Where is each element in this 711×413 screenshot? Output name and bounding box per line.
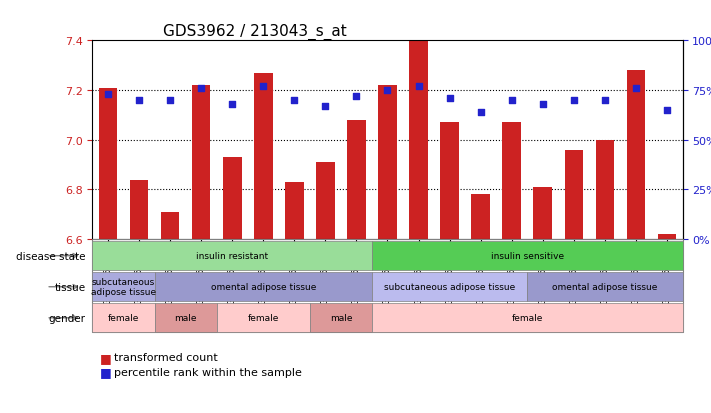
- Text: transformed count: transformed count: [114, 352, 218, 362]
- Point: [227, 102, 238, 108]
- Point: [413, 83, 424, 90]
- Point: [164, 97, 176, 104]
- Bar: [410, 39, 428, 240]
- Bar: [223, 158, 242, 240]
- Bar: [129, 180, 149, 240]
- Point: [537, 102, 548, 108]
- Text: omental adipose tissue: omental adipose tissue: [552, 282, 658, 292]
- Text: gender: gender: [48, 313, 85, 323]
- Text: tissue: tissue: [54, 282, 85, 292]
- Point: [351, 93, 362, 100]
- Text: insulin resistant: insulin resistant: [196, 252, 268, 261]
- Point: [382, 88, 393, 94]
- Bar: [254, 74, 272, 240]
- Bar: [533, 188, 552, 240]
- Point: [320, 103, 331, 110]
- Point: [630, 85, 641, 92]
- Bar: [626, 71, 646, 240]
- Bar: [658, 235, 676, 240]
- Point: [661, 107, 673, 114]
- Point: [599, 97, 611, 104]
- Text: disease state: disease state: [16, 251, 85, 261]
- Bar: [99, 88, 117, 240]
- Bar: [192, 86, 210, 240]
- Bar: [285, 183, 304, 240]
- Point: [102, 92, 114, 98]
- Point: [475, 109, 486, 116]
- Text: omental adipose tissue: omental adipose tissue: [210, 282, 316, 292]
- Text: female: female: [247, 313, 279, 323]
- Point: [134, 97, 145, 104]
- Bar: [596, 140, 614, 240]
- Text: female: female: [108, 313, 139, 323]
- Text: ■: ■: [100, 365, 112, 378]
- Bar: [503, 123, 521, 240]
- Text: GDS3962 / 213043_s_at: GDS3962 / 213043_s_at: [164, 24, 347, 40]
- Bar: [440, 123, 459, 240]
- Text: percentile rank within the sample: percentile rank within the sample: [114, 367, 301, 377]
- Text: female: female: [512, 313, 543, 323]
- Point: [257, 83, 269, 90]
- Text: male: male: [330, 313, 352, 323]
- Point: [444, 95, 455, 102]
- Point: [196, 85, 207, 92]
- Text: insulin sensitive: insulin sensitive: [491, 252, 564, 261]
- Point: [568, 97, 579, 104]
- Point: [506, 97, 518, 104]
- Bar: [347, 121, 365, 240]
- Text: subcutaneous adipose tissue: subcutaneous adipose tissue: [384, 282, 515, 292]
- Text: male: male: [174, 313, 197, 323]
- Bar: [316, 163, 335, 240]
- Bar: [565, 150, 583, 240]
- Text: ■: ■: [100, 351, 112, 364]
- Bar: [471, 195, 490, 240]
- Point: [289, 97, 300, 104]
- Text: subcutaneous
adipose tissue: subcutaneous adipose tissue: [91, 278, 156, 297]
- Bar: [161, 212, 179, 240]
- Bar: [378, 86, 397, 240]
